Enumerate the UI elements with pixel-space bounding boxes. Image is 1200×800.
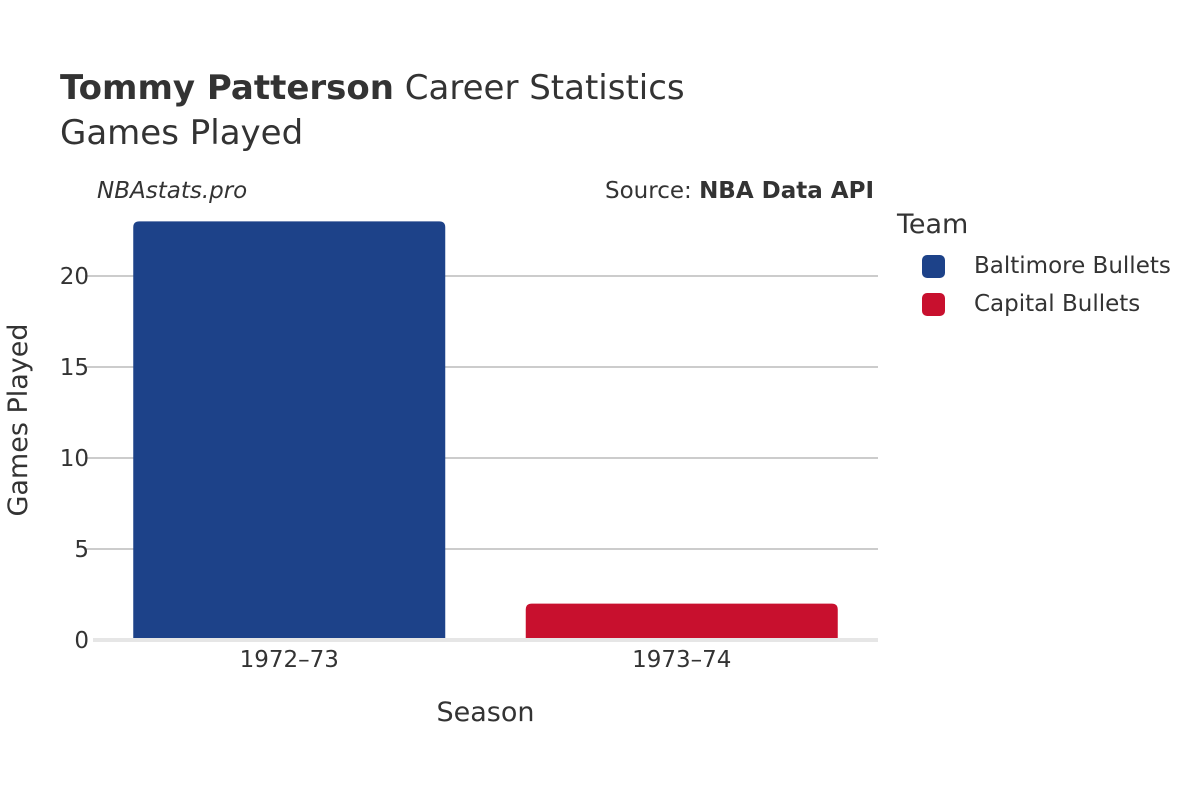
bar-1973–74 xyxy=(525,603,838,640)
y-tick-label: 0 xyxy=(74,628,89,654)
source-prefix: Source: xyxy=(605,178,692,204)
source-name: NBA Data API xyxy=(699,178,874,204)
y-tick-label: 10 xyxy=(60,446,89,472)
player-name: Tommy Patterson xyxy=(60,68,394,108)
watermark: NBAstats.pro xyxy=(97,178,248,204)
bar-1972–73 xyxy=(133,221,446,640)
title-suffix: Career Statistics xyxy=(404,68,685,108)
x-tick-label: 1972–73 xyxy=(240,647,339,673)
y-axis-title: Games Played xyxy=(3,323,34,516)
y-tick-label: 20 xyxy=(60,264,89,290)
y-tick-label: 5 xyxy=(74,537,89,563)
x-tick-label: 1973–74 xyxy=(632,647,731,673)
source-credit: Source: NBA Data API xyxy=(605,178,874,204)
legend-swatch xyxy=(922,292,945,316)
legend-swatch xyxy=(922,254,945,278)
legend-item-capital-bullets[interactable]: Capital Bullets xyxy=(922,291,1140,317)
y-tick-label: 15 xyxy=(60,355,89,381)
x-axis-title: Season xyxy=(437,697,535,728)
legend-title: Team xyxy=(897,209,969,240)
legend-label: Baltimore Bullets xyxy=(974,253,1171,279)
legend-item-baltimore-bullets[interactable]: Baltimore Bullets xyxy=(922,253,1171,279)
chart-subtitle: Games Played xyxy=(60,113,304,153)
legend-label: Capital Bullets xyxy=(974,291,1141,317)
chart-title: Tommy Patterson Career Statistics xyxy=(60,68,685,108)
